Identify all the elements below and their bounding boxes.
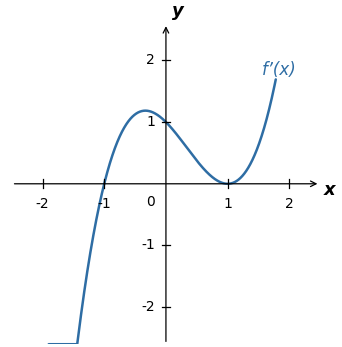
Text: 1: 1 — [223, 197, 232, 211]
Text: -1: -1 — [141, 238, 155, 253]
Text: -1: -1 — [97, 197, 111, 211]
Text: -2: -2 — [141, 300, 155, 314]
Text: 0: 0 — [146, 195, 155, 209]
Text: 2: 2 — [146, 53, 155, 67]
Text: y: y — [172, 2, 184, 20]
Text: x: x — [323, 181, 335, 199]
Text: -2: -2 — [36, 197, 49, 211]
Text: 1: 1 — [146, 115, 155, 129]
Text: 2: 2 — [285, 197, 294, 211]
Text: f’(x): f’(x) — [262, 61, 296, 79]
